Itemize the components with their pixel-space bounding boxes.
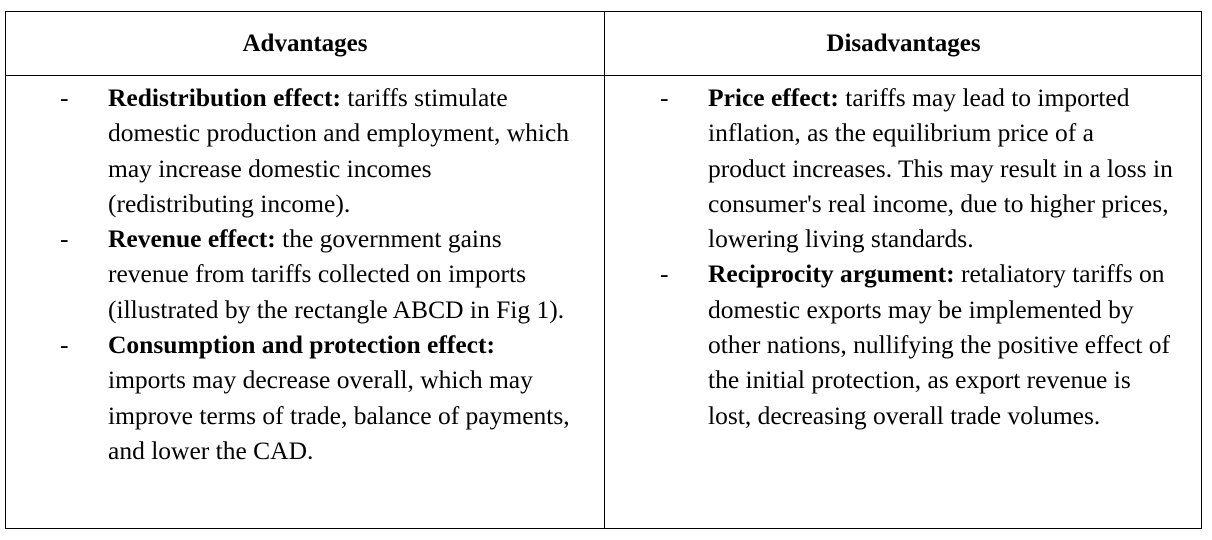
comparison-table: Advantages Disadvantages xyxy=(5,11,1202,529)
disadvantages-list: - Price effect: tariffs may lead to impo… xyxy=(660,80,1178,433)
item-term: Consumption and protection effect: xyxy=(108,330,495,360)
item-text: tariffs stimulate domestic production an… xyxy=(108,83,570,218)
item-term: Price effect: xyxy=(708,83,846,112)
bullet-dash: - xyxy=(660,259,669,289)
disadvantages-header: Disadvantages xyxy=(826,29,981,57)
header-divider xyxy=(6,75,1201,76)
advantages-list: - Redistribution effect: tariffs stimula… xyxy=(60,80,578,468)
item-text: the government gains revenue from tariff… xyxy=(108,224,565,324)
list-item: - Redistribution effect: tariffs stimula… xyxy=(60,80,578,221)
bullet-dash: - xyxy=(60,330,69,360)
list-item: - Consumption and protection effect: imp… xyxy=(60,327,578,468)
bullet-dash: - xyxy=(60,83,69,112)
item-term: Redistribution effect: xyxy=(108,83,348,112)
item-term: Reciprocity argument: xyxy=(708,259,962,289)
list-item: - Price effect: tariffs may lead to impo… xyxy=(660,80,1178,256)
item-text: imports may decrease overall, which may … xyxy=(108,365,570,465)
bullet-dash: - xyxy=(60,224,69,254)
advantages-header: Advantages xyxy=(242,29,368,57)
bullet-dash: - xyxy=(660,83,669,112)
column-divider xyxy=(604,12,605,528)
list-item: - Revenue effect: the government gains r… xyxy=(60,221,578,327)
item-text: retaliatory tariffs on domestic exports … xyxy=(708,259,1170,430)
item-text: tariffs may lead to imported inflation, … xyxy=(708,83,1173,254)
item-term: Revenue effect: xyxy=(108,224,283,254)
list-item: - Reciprocity argument: retaliatory tari… xyxy=(660,256,1178,432)
